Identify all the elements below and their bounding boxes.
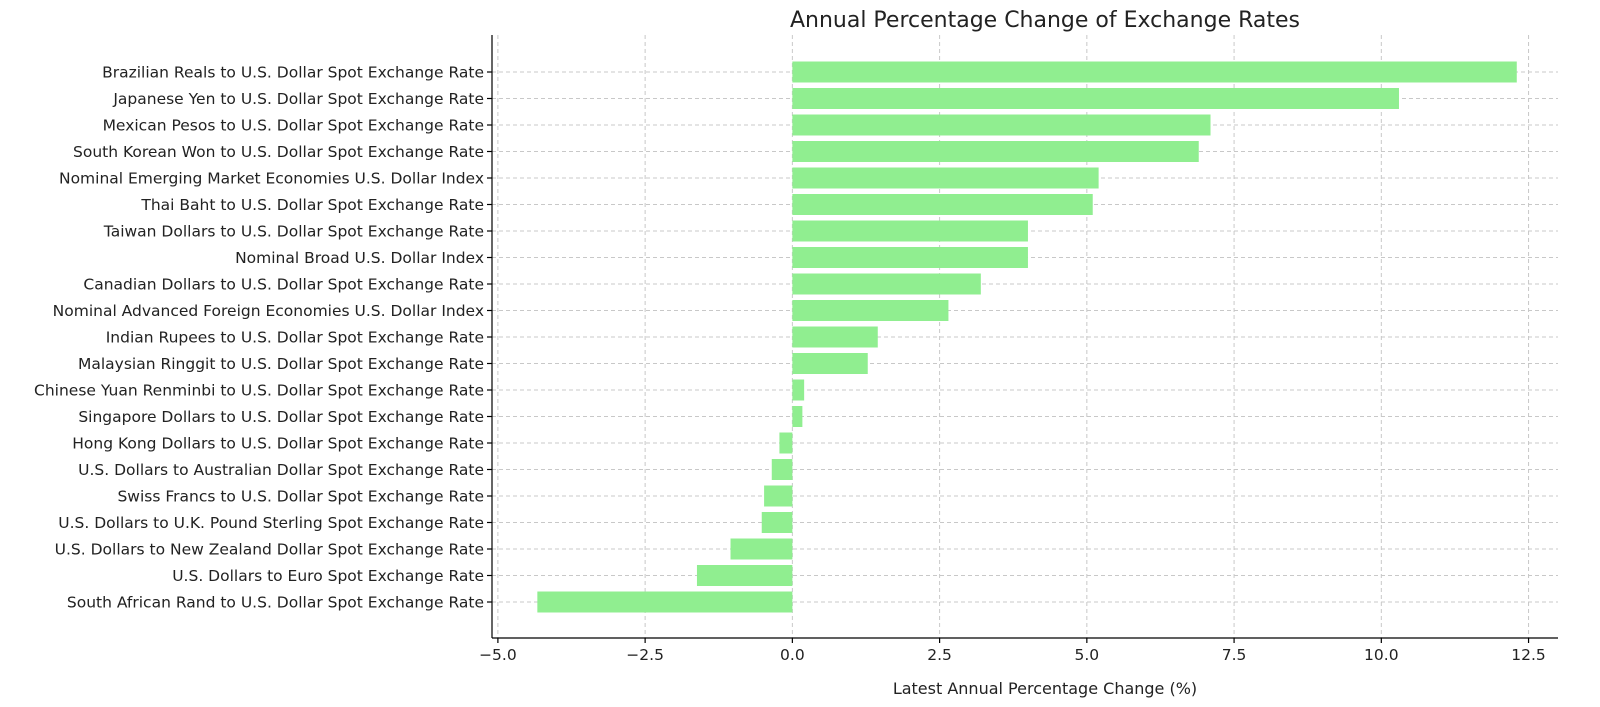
bar: [792, 141, 1199, 162]
bar: [792, 300, 949, 321]
bar: [792, 194, 1093, 215]
x-tick-label: −5.0: [479, 646, 517, 664]
category-label: Chinese Yuan Renminbi to U.S. Dollar Spo…: [34, 382, 484, 400]
category-label: Taiwan Dollars to U.S. Dollar Spot Excha…: [103, 223, 484, 241]
x-tick-label: 5.0: [1075, 646, 1100, 664]
bar: [761, 512, 793, 533]
bars-layer: [537, 61, 1517, 613]
x-ticks-layer: −5.0 −2.5 0.0 2.5 5.0 7.5 10.0 12.5: [479, 638, 1546, 664]
bar: [792, 379, 805, 401]
bar: [764, 485, 793, 507]
category-label: U.S. Dollars to Euro Spot Exchange Rate: [172, 567, 484, 585]
category-label: Nominal Advanced Foreign Economies U.S. …: [53, 302, 484, 320]
category-label: U.S. Dollars to Australian Dollar Spot E…: [78, 461, 484, 479]
category-label: Mexican Pesos to U.S. Dollar Spot Exchan…: [103, 117, 484, 135]
x-tick-label: 10.0: [1364, 646, 1399, 664]
category-label: U.S. Dollars to New Zealand Dollar Spot …: [55, 541, 484, 559]
category-label: South Korean Won to U.S. Dollar Spot Exc…: [73, 143, 484, 161]
category-label: Singapore Dollars to U.S. Dollar Spot Ex…: [78, 408, 484, 426]
x-tick-label: −2.5: [626, 646, 664, 664]
x-tick-label: 12.5: [1511, 646, 1546, 664]
bar: [792, 353, 868, 374]
category-label: Indian Rupees to U.S. Dollar Spot Exchan…: [106, 329, 484, 347]
bar: [792, 247, 1028, 268]
bar: [779, 432, 793, 454]
category-label: Japanese Yen to U.S. Dollar Spot Exchang…: [112, 90, 484, 108]
category-label: Swiss Francs to U.S. Dollar Spot Exchang…: [117, 488, 484, 506]
x-tick-label: 2.5: [927, 646, 952, 664]
category-label: Nominal Broad U.S. Dollar Index: [235, 249, 484, 267]
bar: [792, 273, 981, 295]
bar: [730, 538, 793, 560]
category-labels-layer: Brazilian Reals to U.S. Dollar Spot Exch…: [34, 64, 492, 612]
bar: [792, 406, 803, 427]
bar: [537, 591, 793, 613]
category-label: U.S. Dollars to U.K. Pound Sterling Spot…: [58, 514, 484, 532]
bar: [792, 220, 1028, 242]
category-label: Thai Baht to U.S. Dollar Spot Exchange R…: [140, 196, 484, 214]
category-label: Malaysian Ringgit to U.S. Dollar Spot Ex…: [78, 355, 484, 373]
grid-layer: [492, 35, 1558, 638]
category-label: Brazilian Reals to U.S. Dollar Spot Exch…: [102, 64, 484, 82]
category-label: Hong Kong Dollars to U.S. Dollar Spot Ex…: [72, 435, 484, 453]
bar: [792, 114, 1211, 136]
x-tick-label: 7.5: [1222, 646, 1247, 664]
chart-title: Annual Percentage Change of Exchange Rat…: [790, 8, 1300, 33]
bar: [792, 167, 1099, 189]
category-label: Nominal Emerging Market Economies U.S. D…: [59, 170, 484, 188]
bar: [696, 565, 793, 586]
x-axis-label: Latest Annual Percentage Change (%): [893, 679, 1197, 698]
category-label: Canadian Dollars to U.S. Dollar Spot Exc…: [83, 276, 484, 294]
bar: [771, 459, 793, 480]
x-tick-label: 0.0: [780, 646, 805, 664]
bar: [792, 326, 878, 348]
bar: [792, 88, 1399, 109]
bar: [792, 61, 1517, 83]
category-label: South African Rand to U.S. Dollar Spot E…: [67, 594, 484, 612]
